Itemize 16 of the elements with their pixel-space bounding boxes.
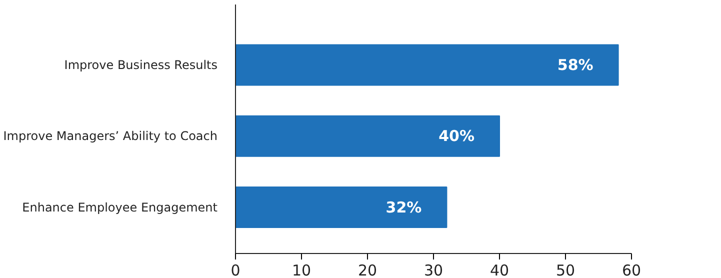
x-tick-label: 50 [556,262,576,278]
y-tick-label: Improve Business Results [64,58,218,72]
data-label: 32% [386,198,422,216]
x-tick-label: 20 [358,262,378,278]
x-tick-label: 0 [230,262,240,278]
x-tick-label: 10 [292,262,312,278]
x-tick-label: 30 [424,262,444,278]
data-label: 40% [438,127,475,146]
x-tick-label: 60 [622,262,642,278]
bar [236,115,500,157]
bar [236,44,619,86]
x-tick-label: 40 [490,262,510,278]
data-label: 58% [557,56,594,74]
y-tick-label: Enhance Employee Engagement [22,200,218,214]
y-tick-label: Improve Managers’ Ability to Coach [3,129,218,144]
bar [236,186,448,228]
